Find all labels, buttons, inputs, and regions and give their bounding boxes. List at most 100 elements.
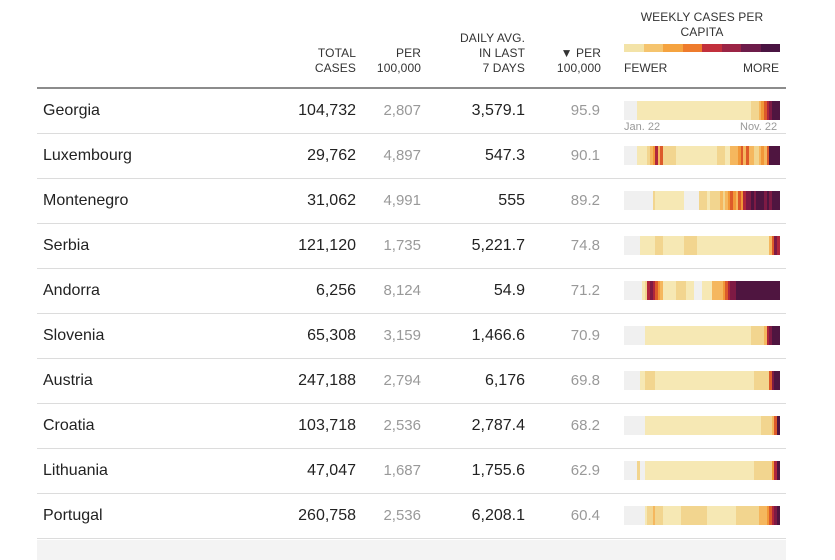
heatmap-cell <box>707 146 710 165</box>
heatmap-cell <box>761 326 765 345</box>
heatmap-cell <box>717 146 720 165</box>
heatmap-cell <box>764 101 767 120</box>
heatmap-cell <box>662 326 666 345</box>
heatmap-cell <box>660 101 663 120</box>
weekly-cases-header: WEEKLY CASES PER CAPITA <box>622 10 782 40</box>
heatmap-cell <box>688 371 692 390</box>
heatmap-cell <box>647 146 650 165</box>
daily-per-100k-value: 60.4 <box>570 507 600 524</box>
heatmap-cell <box>683 416 687 435</box>
heatmap-cell <box>761 101 765 120</box>
heatmap-cell <box>652 416 656 435</box>
heatmap-cell <box>727 506 731 525</box>
daily-avg-header[interactable]: DAILY AVG. IN LAST 7 DAYS <box>440 31 525 76</box>
heatmap-cell <box>673 101 676 120</box>
heatmap-cell <box>758 191 762 210</box>
heatmap-cell <box>624 416 627 435</box>
heatmap-cell <box>712 101 715 120</box>
heatmap-cell <box>649 236 653 255</box>
heatmap-cell <box>764 371 767 390</box>
heatmap-cell <box>769 236 772 255</box>
heatmap-cell <box>701 101 705 120</box>
heatmap-cell <box>714 101 718 120</box>
heatmap-cell <box>774 416 778 435</box>
heatmap-cell <box>735 326 739 345</box>
heatmap-cell <box>647 506 650 525</box>
heatmap-cell <box>686 236 689 255</box>
heatmap-cell <box>686 371 689 390</box>
heatmap-cell <box>683 146 687 165</box>
per-100k-value: 3,159 <box>383 327 421 344</box>
heatmap-cell <box>751 281 754 300</box>
heatmap-cell <box>660 236 663 255</box>
table-row[interactable]: Serbia 121,120 1,735 5,221.7 74.8 <box>37 224 786 269</box>
heatmap-cell <box>668 461 671 480</box>
heatmap-cell <box>751 146 754 165</box>
heatmap-cell <box>725 416 728 435</box>
total-cases-value: 29,762 <box>307 147 356 164</box>
total-cases-header[interactable]: TOTAL CASES <box>300 46 356 76</box>
heatmap-cell <box>722 146 726 165</box>
table-row[interactable]: Georgia 104,732 2,807 3,579.1 95.9 Jan. 22 Nov… <box>37 89 786 134</box>
heatmap-cell <box>647 461 650 480</box>
daily-per-100k-header-sorted[interactable]: ▼ PER 100,000 <box>540 46 601 76</box>
heatmap-cell <box>771 416 775 435</box>
heatmap-cell <box>626 191 630 210</box>
table-row[interactable]: Lithuania 47,047 1,687 1,755.6 62.9 <box>37 449 786 494</box>
heatmap-cell <box>629 416 632 435</box>
heatmap-cell <box>639 101 643 120</box>
heatmap-cell <box>777 191 780 210</box>
heatmap-cell <box>673 191 676 210</box>
heatmap-cell <box>681 371 684 390</box>
heatmap-cell <box>735 461 739 480</box>
heatmap-cell <box>707 236 710 255</box>
daily-avg-value: 555 <box>498 192 525 209</box>
heatmap-cell <box>771 281 775 300</box>
table-row[interactable]: Montenegro 31,062 4,991 555 89.2 <box>37 179 786 224</box>
heatmap-cell <box>655 326 658 345</box>
heatmap-cell <box>681 461 684 480</box>
heatmap-cell <box>694 416 697 435</box>
heatmap-cell <box>686 326 689 345</box>
heatmap-cell <box>639 236 643 255</box>
legend-swatch <box>682 44 702 52</box>
heatmap-cell <box>660 326 663 345</box>
heatmap-cell <box>624 371 627 390</box>
heatmap-cell <box>670 416 674 435</box>
heatmap-cell <box>631 416 635 435</box>
heatmap-cell <box>745 326 749 345</box>
heatmap-cell <box>774 461 778 480</box>
heatmap-cell <box>722 506 726 525</box>
heatmap-cell <box>631 146 635 165</box>
heatmap-cell <box>766 191 770 210</box>
heatmap-cell <box>626 146 630 165</box>
table-row[interactable]: Croatia 103,718 2,536 2,787.4 68.2 <box>37 404 786 449</box>
heatmap-cell <box>714 506 718 525</box>
heatmap-cell <box>701 461 705 480</box>
per-100k-value: 2,536 <box>383 507 421 524</box>
table-row[interactable]: Portugal 260,758 2,536 6,208.1 60.4 <box>37 494 786 539</box>
heatmap-cell <box>699 326 702 345</box>
table-row[interactable]: Luxembourg 29,762 4,897 547.3 90.1 <box>37 134 786 179</box>
heatmap-cell <box>714 236 718 255</box>
total-cases-value: 6,256 <box>315 282 356 299</box>
heatmap-cell <box>712 281 715 300</box>
table-row[interactable]: Andorra 6,256 8,124 54.9 71.2 <box>37 269 786 314</box>
heatmap-cell <box>717 281 720 300</box>
country-name: Luxembourg <box>43 147 132 164</box>
per-100k-header[interactable]: PER 100,000 <box>360 46 421 76</box>
heatmap-cell <box>652 191 656 210</box>
heatmap-cell <box>704 416 707 435</box>
total-cases-value: 121,120 <box>298 237 356 254</box>
heatmap-cell <box>657 506 661 525</box>
heatmap-cell <box>678 191 682 210</box>
heatmap-cell <box>774 146 778 165</box>
heatmap-cell <box>675 236 679 255</box>
heatmap-cell <box>639 326 643 345</box>
heatmap-cell <box>709 146 713 165</box>
table-row[interactable]: Austria 247,188 2,794 6,176 69.8 <box>37 359 786 404</box>
table-row[interactable]: Slovenia 65,308 3,159 1,466.6 70.9 <box>37 314 786 359</box>
country-name: Portugal <box>43 507 103 524</box>
heatmap-cell <box>647 416 650 435</box>
daily-avg-value: 1,466.6 <box>471 327 525 344</box>
